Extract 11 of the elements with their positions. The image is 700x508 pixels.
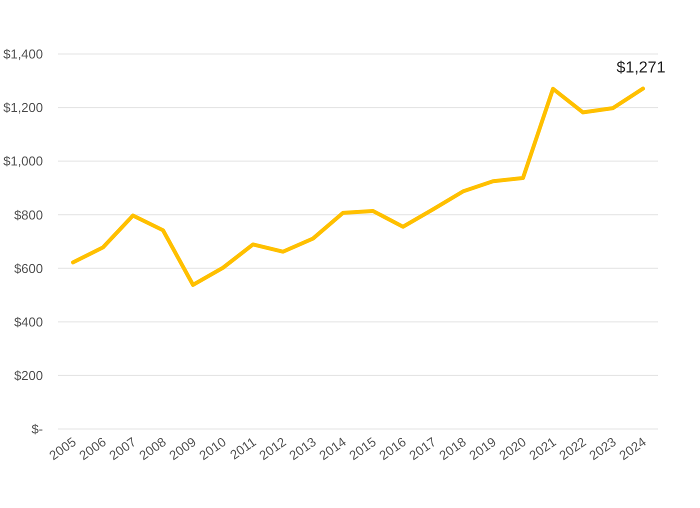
y-tick-label: $1,400 <box>3 46 43 62</box>
y-tick-label: $1,000 <box>3 154 43 169</box>
data-label: $1,271 <box>616 60 666 77</box>
x-tick-label: 2011 <box>227 434 259 462</box>
y-tick-label: $400 <box>14 314 43 330</box>
y-tick-label: $600 <box>14 260 43 276</box>
line-series <box>71 86 645 287</box>
y-tick-label: $1,200 <box>3 100 43 116</box>
y-tick-label: $800 <box>14 207 43 222</box>
y-tick-label: $200 <box>14 368 43 383</box>
y-tick-label: $- <box>31 422 43 437</box>
